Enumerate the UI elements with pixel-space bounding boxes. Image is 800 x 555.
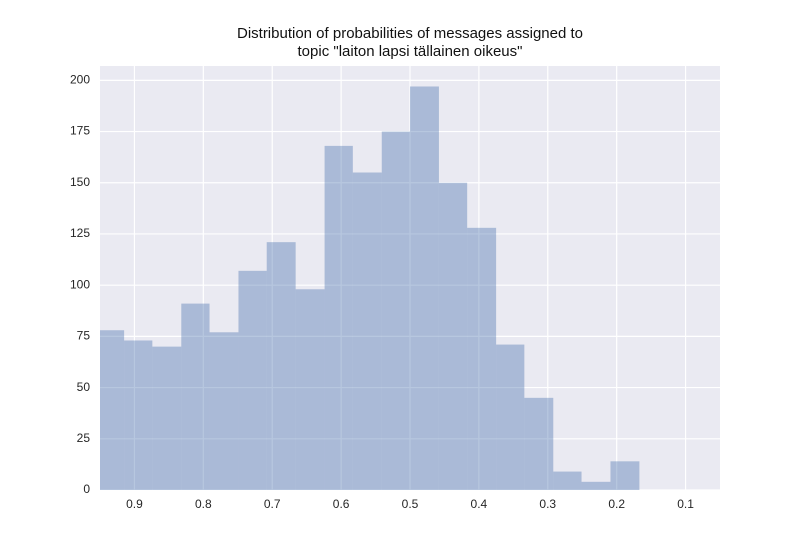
x-tick-label: 0.2 (608, 497, 625, 511)
bar (124, 340, 153, 490)
x-tick-label: 0.1 (677, 497, 694, 511)
chart-title: topic "laiton lapsi tällainen oikeus" (298, 43, 523, 60)
bar (181, 303, 210, 490)
bar (381, 131, 410, 490)
bar (610, 461, 640, 490)
y-tick-label: 25 (77, 431, 91, 445)
x-tick-label: 0.5 (402, 497, 419, 511)
bar (496, 344, 525, 490)
grid (100, 66, 720, 491)
chart-title: Distribution of probabilities of message… (237, 25, 583, 42)
bar (100, 330, 125, 490)
bar (266, 242, 296, 490)
y-tick-label: 150 (70, 175, 90, 189)
bar (410, 86, 439, 490)
x-tick-label: 0.8 (195, 497, 212, 511)
y-tick-label: 0 (83, 482, 90, 496)
bar (324, 145, 353, 490)
x-tick-label: 0.3 (539, 497, 556, 511)
y-tick-label: 125 (70, 226, 90, 240)
bar (238, 270, 267, 490)
bar (438, 182, 468, 490)
y-tick-label: 175 (70, 124, 90, 138)
y-tick-label: 50 (77, 380, 91, 394)
bar (524, 397, 554, 490)
bar (581, 481, 611, 490)
bar (553, 471, 582, 490)
bar (152, 346, 182, 490)
bar (467, 227, 497, 490)
x-tick-label: 0.9 (126, 497, 143, 511)
bar (352, 172, 382, 490)
y-tick-label: 200 (70, 73, 90, 87)
bar (209, 332, 239, 490)
y-tick-label: 100 (70, 277, 90, 291)
y-tick-label: 75 (77, 329, 91, 343)
bars (100, 86, 640, 490)
bar (295, 289, 325, 490)
x-tick-label: 0.7 (264, 497, 281, 511)
x-tick-label: 0.4 (471, 497, 488, 511)
x-tick-label: 0.6 (333, 497, 350, 511)
